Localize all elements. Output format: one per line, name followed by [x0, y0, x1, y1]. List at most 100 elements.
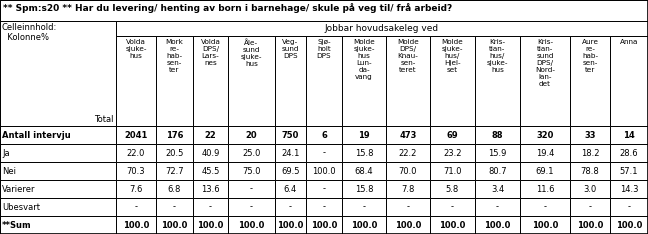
Bar	[430, 144, 475, 162]
Text: 100.0: 100.0	[123, 220, 149, 230]
Bar	[116, 162, 156, 180]
Bar	[520, 126, 570, 144]
Text: 3.4: 3.4	[491, 184, 504, 194]
Text: 6.8: 6.8	[168, 184, 181, 194]
Text: Volda
sjuke-
hus: Volda sjuke- hus	[125, 39, 146, 59]
Text: -: -	[173, 202, 176, 212]
Bar	[610, 162, 648, 180]
Text: 20.5: 20.5	[165, 149, 183, 157]
Text: 72.7: 72.7	[165, 167, 184, 176]
Bar	[193, 180, 228, 198]
Text: Anna: Anna	[620, 39, 638, 45]
Text: 750: 750	[282, 131, 299, 139]
Bar	[0, 198, 116, 216]
Bar	[520, 162, 570, 180]
Bar	[342, 162, 386, 180]
Bar	[306, 180, 342, 198]
Bar	[570, 144, 610, 162]
Text: 100.0: 100.0	[161, 220, 188, 230]
Text: 100.0: 100.0	[311, 220, 337, 230]
Text: 80.7: 80.7	[488, 167, 507, 176]
Bar	[228, 198, 275, 216]
Bar	[386, 180, 430, 198]
Text: Nei: Nei	[2, 167, 16, 176]
Text: 100.0: 100.0	[616, 220, 642, 230]
Bar	[193, 144, 228, 162]
Text: 69.1: 69.1	[536, 167, 554, 176]
Bar	[430, 216, 475, 234]
Bar	[430, 198, 475, 216]
Bar	[275, 216, 306, 234]
Bar	[430, 126, 475, 144]
Bar	[610, 216, 648, 234]
Text: 14.3: 14.3	[619, 184, 638, 194]
Bar	[306, 126, 342, 144]
Text: Volda
DPS/
Lars-
nes: Volda DPS/ Lars- nes	[201, 39, 220, 66]
Text: Molde
sjuke-
hus
Lun-
da-
vang: Molde sjuke- hus Lun- da- vang	[353, 39, 375, 80]
Bar	[386, 144, 430, 162]
Text: 176: 176	[166, 131, 183, 139]
Text: 78.8: 78.8	[581, 167, 599, 176]
Bar	[156, 36, 193, 126]
Bar	[342, 36, 386, 126]
Text: 33: 33	[584, 131, 596, 139]
Text: 7.6: 7.6	[130, 184, 143, 194]
Text: Molde
DPS/
Knau-
sen-
teret: Molde DPS/ Knau- sen- teret	[397, 39, 419, 73]
Text: 100.0: 100.0	[532, 220, 558, 230]
Bar	[430, 36, 475, 126]
Text: 320: 320	[537, 131, 553, 139]
Bar	[386, 36, 430, 126]
Text: Ja: Ja	[2, 149, 10, 157]
Text: 14: 14	[623, 131, 635, 139]
Bar	[156, 198, 193, 216]
Bar	[116, 216, 156, 234]
Text: Veg-
sund
DPS: Veg- sund DPS	[282, 39, 299, 59]
Bar	[0, 162, 116, 180]
Bar	[610, 180, 648, 198]
Text: Mork
re-
hab-
sen-
ter: Mork re- hab- sen- ter	[165, 39, 183, 73]
Bar	[386, 126, 430, 144]
Bar	[610, 36, 648, 126]
Text: 71.0: 71.0	[443, 167, 462, 176]
Bar	[306, 162, 342, 180]
Text: 23.2: 23.2	[443, 149, 462, 157]
Text: 473: 473	[399, 131, 417, 139]
Bar	[116, 144, 156, 162]
Bar	[570, 162, 610, 180]
Bar	[275, 126, 306, 144]
Bar	[570, 126, 610, 144]
Text: 70.3: 70.3	[127, 167, 145, 176]
Bar	[520, 216, 570, 234]
Bar	[275, 180, 306, 198]
Bar	[156, 162, 193, 180]
Text: Kris-
tian-
sund
DPS/
Nord-
lan-
det: Kris- tian- sund DPS/ Nord- lan- det	[535, 39, 555, 87]
Text: 6.4: 6.4	[284, 184, 297, 194]
Text: 100.0: 100.0	[351, 220, 377, 230]
Text: 3.0: 3.0	[583, 184, 597, 194]
Bar	[342, 180, 386, 198]
Text: 68.4: 68.4	[354, 167, 373, 176]
Bar	[0, 144, 116, 162]
Bar	[475, 198, 520, 216]
Text: -: -	[406, 202, 410, 212]
Text: 100.0: 100.0	[577, 220, 603, 230]
Bar	[0, 126, 116, 144]
Bar	[306, 198, 342, 216]
Bar	[156, 126, 193, 144]
Bar	[193, 36, 228, 126]
Text: -: -	[588, 202, 592, 212]
Bar	[156, 144, 193, 162]
Text: Sjø-
holt
DPS: Sjø- holt DPS	[317, 39, 331, 59]
Bar	[306, 144, 342, 162]
Bar	[228, 36, 275, 126]
Bar	[116, 198, 156, 216]
Bar	[275, 162, 306, 180]
Bar	[116, 21, 648, 36]
Text: Antall intervju: Antall intervju	[2, 131, 71, 139]
Bar	[520, 180, 570, 198]
Bar	[342, 126, 386, 144]
Text: 15.9: 15.9	[489, 149, 507, 157]
Text: 15.8: 15.8	[354, 184, 373, 194]
Text: -: -	[250, 184, 253, 194]
Text: 69.5: 69.5	[281, 167, 300, 176]
